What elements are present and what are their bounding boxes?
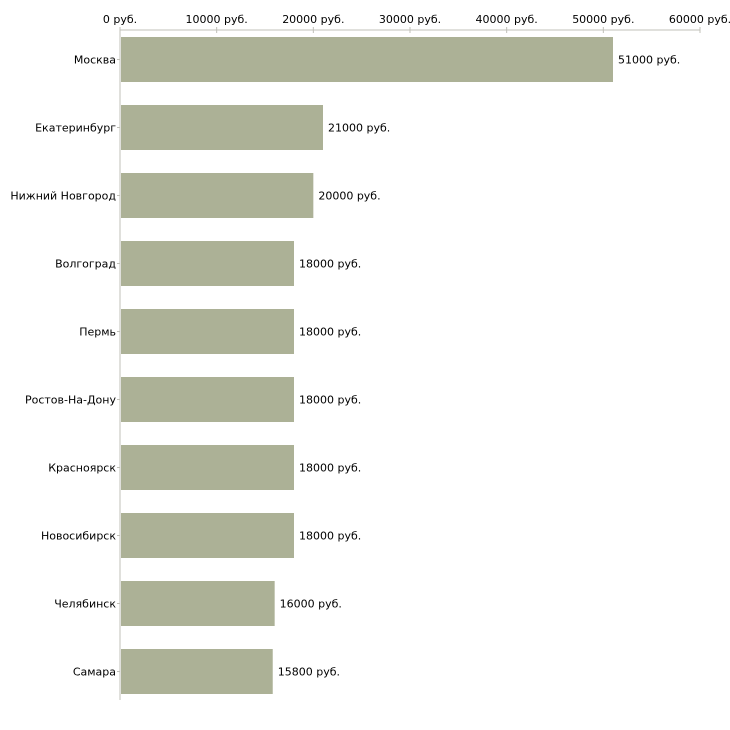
category-label: Москва: [74, 54, 116, 67]
bar: [121, 581, 275, 626]
value-label: 18000 руб.: [299, 394, 361, 407]
value-label: 20000 руб.: [318, 190, 380, 203]
x-tick-label: 50000 руб.: [572, 13, 634, 26]
bar: [121, 445, 294, 490]
category-label: Екатеринбург: [35, 122, 116, 135]
bar: [121, 513, 294, 558]
category-label: Челябинск: [54, 598, 116, 611]
category-label: Самара: [73, 666, 116, 679]
value-label: 18000 руб.: [299, 462, 361, 475]
x-tick-label: 30000 руб.: [379, 13, 441, 26]
value-label: 15800 руб.: [278, 666, 340, 679]
bar: [121, 173, 314, 218]
x-tick-label: 0 руб.: [103, 13, 137, 26]
category-label: Красноярск: [48, 462, 116, 475]
category-label: Ростов-На-Дону: [25, 394, 116, 407]
value-label: 18000 руб.: [299, 326, 361, 339]
x-tick-label: 60000 руб.: [669, 13, 730, 26]
value-label: 18000 руб.: [299, 258, 361, 271]
category-label: Волгоград: [55, 258, 116, 271]
category-label: Пермь: [79, 326, 116, 339]
category-label: Новосибирск: [41, 530, 116, 543]
value-label: 18000 руб.: [299, 530, 361, 543]
bar: [121, 241, 294, 286]
bar: [121, 105, 323, 150]
value-label: 21000 руб.: [328, 122, 390, 135]
category-label: Нижний Новгород: [10, 190, 116, 203]
bar: [121, 377, 294, 422]
x-tick-label: 10000 руб.: [186, 13, 248, 26]
x-tick-label: 40000 руб.: [476, 13, 538, 26]
x-tick-label: 20000 руб.: [282, 13, 344, 26]
bar: [121, 37, 613, 82]
bar: [121, 309, 294, 354]
value-label: 51000 руб.: [618, 54, 680, 67]
bar: [121, 649, 273, 694]
value-label: 16000 руб.: [280, 598, 342, 611]
